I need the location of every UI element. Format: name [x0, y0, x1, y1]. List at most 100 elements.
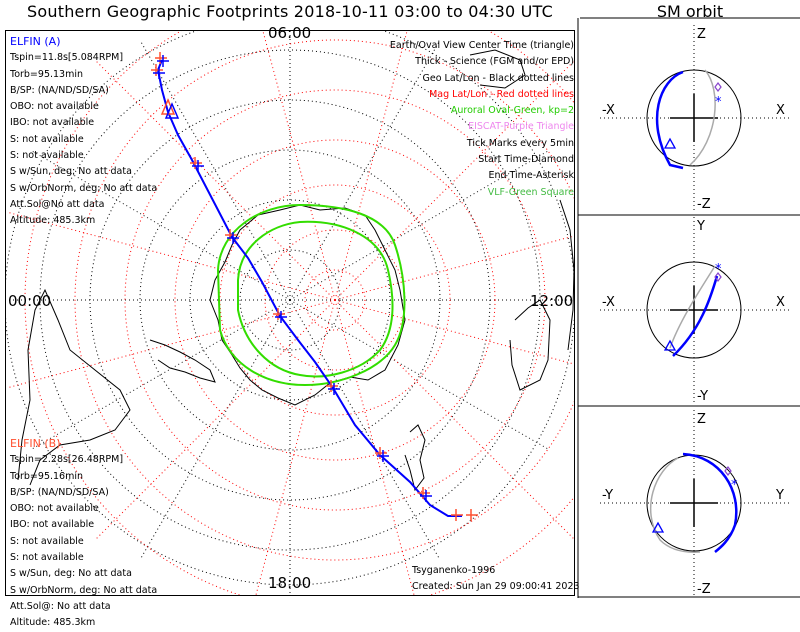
elfin-a-line: S w/OrbNorm, deg: No att data [10, 182, 158, 194]
mag-lat-circle [304, 269, 366, 331]
start-time-diamond [714, 272, 722, 282]
track-tick-mark [225, 229, 239, 244]
elfin-a-center-triangle [164, 102, 180, 119]
end-time-asterisk: * [731, 478, 738, 493]
sm-axis-label-up: Z [697, 27, 706, 42]
track-tick-mark [190, 157, 204, 172]
sm-axis-label-left: -X [602, 295, 615, 310]
legend-item: Mag Lat/Lon - Red dotted lines [429, 88, 574, 100]
elfin-b-line: Altitude: 485.3km [10, 617, 96, 629]
earth-circle [646, 69, 742, 167]
elfin-a-info: ELFIN (A) Tspin=11.8s[5.084RPM] Torb=95.… [10, 34, 157, 230]
sm-axis-label-left: -X [602, 103, 615, 118]
earth-circle [646, 261, 742, 359]
mag-lat-circle [74, 39, 574, 561]
sm-axis-label-down: -Y [697, 389, 708, 404]
created-timestamp: Created: Sun Jan 29 09:00:41 2023 [412, 581, 580, 593]
hour-label-12: 12:00 [530, 292, 574, 310]
elfin-b-line: Att.Sol@: No att data [10, 600, 111, 612]
elfin-a-line: S w/Sun, deg: No att data [10, 166, 132, 178]
mag-lon-line [334, 299, 574, 540]
elfin-a-name: ELFIN (A) [10, 35, 61, 48]
end-time-asterisk: * [715, 262, 722, 277]
legend-item: VLF-Green Square [487, 186, 574, 198]
sm-axis-label-right: X [776, 103, 785, 118]
legend-item: Auroral Oval-Green, kp=2 [450, 105, 574, 117]
elfin-a-line: S: not available [10, 150, 84, 162]
elfin-b-line: S: not available [10, 535, 84, 547]
mag-lon-line [94, 59, 336, 301]
plot-title: Southern Geographic Footprints 2018-10-1… [27, 2, 553, 21]
sm-axis-label-up: Z [697, 412, 706, 427]
elfin-a-line: IBO: not available [10, 117, 95, 129]
footprint-map: * Z -Z -X X * Y -Y -X X * Z -Z -Y Y [6, 17, 800, 598]
sm-orbit-title: SM orbit [656, 2, 724, 21]
elfin-a-line: B/SP: (NA/ND/SD/SA) [10, 84, 109, 96]
start-time-diamond [724, 466, 732, 476]
orbit-far-side [689, 69, 716, 166]
coastline [149, 339, 216, 383]
track-tick-mark [326, 380, 340, 395]
sm-orbit-panel: * Z -Z -X X [600, 25, 790, 212]
start-time-diamond [714, 82, 722, 92]
mag-lon-line [334, 235, 574, 301]
elfin-b-line: Torb=95.16min [10, 470, 84, 482]
orbit-near-side [682, 452, 738, 553]
track-tick-mark [273, 308, 287, 323]
orbit-far-side [650, 457, 701, 553]
elfin-a-line: Torb=95.13min [10, 68, 84, 80]
map-legend: Earth/Oval View Center Time (triangle) T… [390, 38, 574, 201]
mag-lon-line [334, 299, 574, 365]
sm-axis-label-left: -Y [602, 488, 613, 503]
hour-label-18: 18:00 [268, 574, 312, 592]
sm-axis-label-right: Y [775, 488, 784, 503]
legend-item: End Time-Asterisk [488, 170, 574, 182]
coastline [469, 49, 526, 89]
elfin-b-line: S w/Sun, deg: No att data [10, 568, 132, 580]
mag-lon-line [334, 60, 574, 301]
end-time-asterisk: * [715, 95, 722, 110]
sm-orbit-panel: * Z -Z -Y Y [600, 410, 790, 597]
orbit-far-side [669, 265, 716, 349]
legend-item: Tick Marks every 5min [466, 137, 574, 149]
center-time-triangle [663, 137, 677, 149]
elfin-b-line: S w/OrbNorm, deg: No att data [10, 584, 158, 596]
elfin-b-name: ELFIN (B) [10, 437, 61, 450]
elfin-b-info: ELFIN (B) Tspin=2.28s[26.48RPM] Torb=95.… [10, 436, 157, 632]
mag-lon-line [262, 31, 336, 301]
sm-axis-label-down: -Z [697, 197, 711, 212]
sm-axis-label-right: X [776, 295, 785, 310]
auroral-oval-outer [216, 203, 406, 387]
mag-lon-line [6, 211, 336, 301]
orbit-near-side [655, 70, 684, 170]
mag-lat-circle [174, 139, 496, 461]
mag-lon-line [334, 299, 415, 595]
legend-item: Thick - Science (FGM and/or EPD) [415, 56, 574, 68]
orbit-near-side [672, 275, 719, 357]
legend-item: Earth/Oval View Center Time (triangle) [389, 40, 574, 51]
coastline [17, 288, 131, 486]
coastline [209, 204, 406, 406]
geo-lat-circle [239, 249, 341, 351]
sm-axis-label-down: -Z [697, 582, 711, 597]
elfin-b-line: Tspin=2.28s[26.48RPM] [10, 454, 124, 466]
geo-lat-circle [139, 149, 441, 451]
model-name: Tsyganenko-1996 [412, 565, 496, 576]
track-tick-mark [151, 64, 165, 79]
mag-lon-line [334, 31, 408, 301]
center-time-triangle [651, 521, 665, 533]
center-time-triangle [663, 339, 677, 351]
coastline [509, 299, 551, 391]
hour-label-00: 00:00 [8, 292, 52, 310]
sm-axis-label-up: Y [696, 219, 705, 234]
legend-item: EISCAT-Purple Triangle [468, 121, 574, 133]
track-tick-mark [418, 487, 432, 502]
track-tick-mark [375, 447, 389, 462]
track-tick-mark [155, 52, 169, 67]
coastline [404, 424, 426, 492]
legend-item: Start Time-Diamond [478, 154, 574, 166]
mag-lon-line [6, 299, 336, 389]
elfin-a-line: Altitude: 485.3km [10, 215, 96, 227]
track-tick-mark [466, 509, 478, 521]
elfin-b-line: B/SP: (NA/ND/SD/SA) [10, 486, 109, 498]
